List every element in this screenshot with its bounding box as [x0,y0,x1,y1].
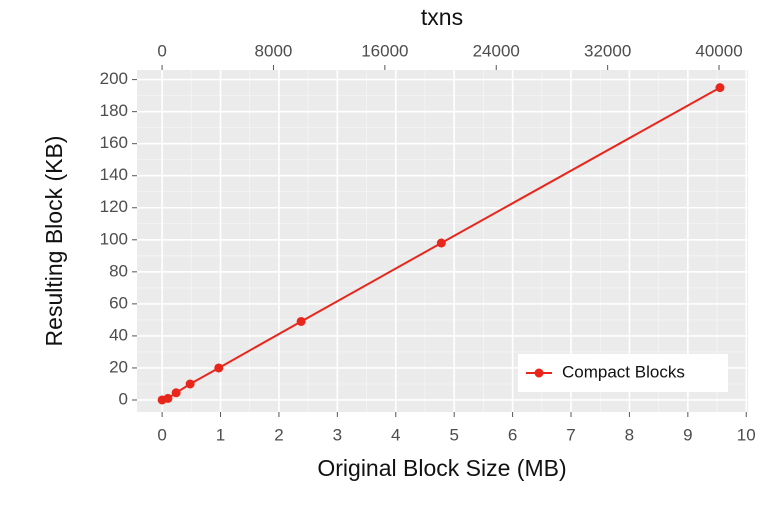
legend-marker [534,368,544,378]
x2-axis-title: txns [421,4,463,30]
x-tick-label: 5 [449,425,458,444]
x-tick-label: 9 [683,425,692,444]
x-tick-label: 6 [508,425,517,444]
point [436,238,446,248]
legend-box [518,354,728,392]
x-tick-label: 3 [333,425,342,444]
x2-tick-label: 32000 [584,41,631,60]
y-tick-label: 120 [100,197,128,216]
x-tick-label: 4 [391,425,400,444]
x2-tick-label: 8000 [255,41,293,60]
point [214,363,224,373]
point [171,388,181,398]
x-tick-label: 8 [625,425,634,444]
point [296,316,306,326]
point [185,379,195,389]
point [163,393,173,403]
x2-tick-label: 24000 [473,41,520,60]
x-tick-label: 10 [737,425,756,444]
y-tick-label: 160 [100,133,128,152]
x-tick-label: 0 [157,425,166,444]
y-tick-label: 180 [100,101,128,120]
x2-tick-label: 16000 [361,41,408,60]
y-tick-label: 60 [109,293,128,312]
y-tick-label: 140 [100,165,128,184]
point [715,83,725,93]
x-axis-title: Original Block Size (MB) [317,455,566,481]
y-axis-title: Resulting Block (KB) [41,136,67,347]
y-tick-label: 20 [109,357,128,376]
x-tick-label: 1 [216,425,225,444]
x2-tick-label: 0 [157,41,166,60]
y-tick-label: 100 [100,229,128,248]
y-tick-label: 40 [109,325,128,344]
y-tick-label: 0 [119,389,128,408]
y-tick-label: 200 [100,69,128,88]
x2-tick-label: 40000 [695,41,742,60]
x-tick-label: 2 [274,425,283,444]
y-tick-label: 80 [109,261,128,280]
legend-label: Compact Blocks [562,362,685,381]
x-tick-label: 7 [566,425,575,444]
